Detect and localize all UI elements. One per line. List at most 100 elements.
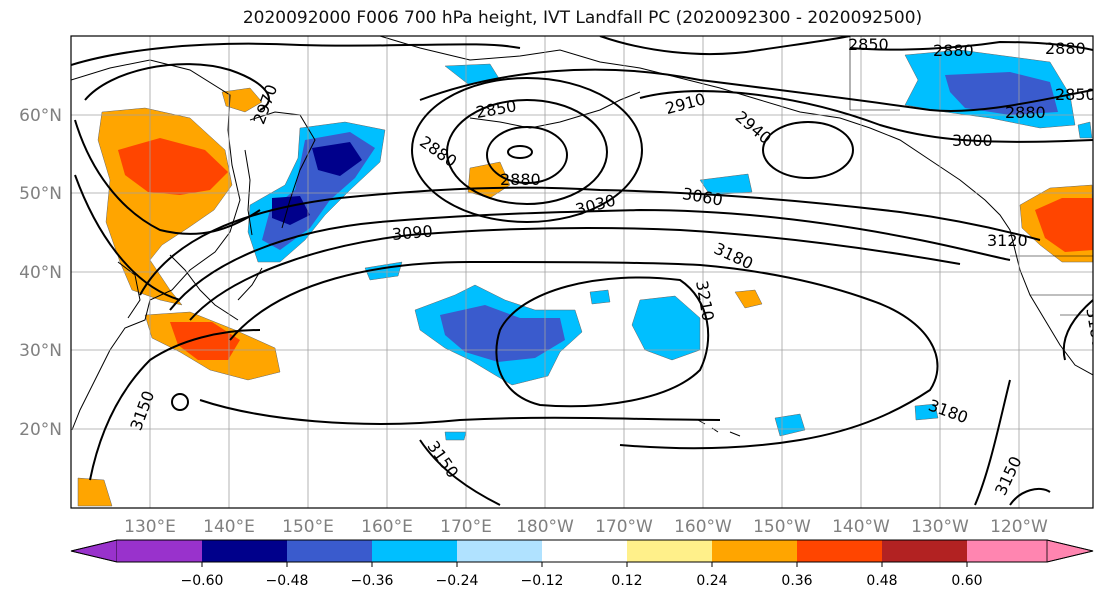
colorbar-outline: [70, 539, 1094, 563]
height-contour: [419, 439, 501, 506]
height-contour: [189, 226, 961, 321]
negative-anomaly-patch: [589, 289, 611, 305]
negative-anomaly-patch: [1077, 121, 1093, 139]
colorbar-tick-label: 0.12: [611, 573, 642, 589]
contour-label: 3030: [573, 190, 617, 219]
contour-label: 2880: [1045, 39, 1086, 58]
contour-label: 2880: [500, 170, 541, 189]
alaska-coastline: [379, 36, 1093, 376]
sakhalin-coastline: [244, 149, 253, 236]
colorbar-segment: [542, 540, 628, 562]
height-contour: [446, 99, 608, 205]
colorbar-segment: [712, 540, 798, 562]
map-area: 2970 2850 2880 2910 2940 2880 2850 2880 …: [71, 35, 1105, 508]
contour-label: 2880: [1005, 103, 1046, 122]
contour-label: 3180: [1082, 306, 1105, 349]
contour-label: 3120: [987, 231, 1028, 250]
colorbar-segment: [372, 540, 458, 562]
colorbar-tick-label: 0.36: [781, 573, 812, 589]
negative-anomaly-patch: [444, 431, 467, 441]
height-contour: [74, 119, 261, 235]
height-contour: [169, 208, 1011, 311]
positive-anomaly-patch: [734, 289, 763, 309]
height-contour: [1009, 487, 1051, 506]
longitude-labels: 130°E 140°E 150°E 160°E 170°E 180°W 170°…: [124, 517, 1048, 537]
negative-anomaly-patch: [914, 403, 939, 421]
height-contour: [84, 63, 270, 111]
lat-label: 20°N: [19, 420, 62, 440]
height-contour: [639, 90, 1093, 143]
colorbar-segment: [202, 540, 288, 562]
lat-label: 30°N: [19, 341, 62, 361]
us-state-borders: [849, 36, 1093, 316]
colorbar-tick-label: −0.24: [436, 573, 479, 589]
gridlines: [71, 36, 1093, 508]
strong-positive-anomaly-patch: [170, 322, 240, 360]
contour-label: 3150: [423, 437, 462, 481]
aleutian-islands: [469, 91, 641, 129]
colorbar-segment: [627, 540, 713, 562]
height-contour: [74, 174, 181, 301]
contour-label: 3000: [952, 131, 993, 150]
height-contour: [974, 379, 1011, 506]
colorbar-tick-label: −0.36: [351, 573, 394, 589]
height-contour: [849, 40, 1093, 51]
contour-label: 2880: [933, 41, 974, 60]
colorbar-max-extension: [1046, 539, 1094, 563]
map-title: 2020092000 F006 700 hPa height, IVT Land…: [242, 8, 923, 28]
height-contour: [229, 260, 939, 450]
lon-label: 140°W: [832, 517, 890, 537]
lon-label: 170°E: [440, 517, 492, 537]
contour-label: 2850: [848, 35, 889, 54]
colorbar-segment: [287, 540, 373, 562]
colorbar-min-extension: [70, 539, 118, 563]
contour-label: 2940: [732, 107, 775, 148]
kamchatka-coastline: [249, 111, 316, 229]
lat-label: 40°N: [19, 263, 62, 283]
ivt-shading: [77, 49, 1093, 507]
negative-anomaly-patch: [699, 173, 753, 196]
contour-label: 2910: [663, 89, 707, 118]
lon-label: 140°E: [203, 517, 255, 537]
height-contour: [199, 399, 721, 425]
colorbar-tick-label: −0.12: [521, 573, 564, 589]
moderate-negative-anomaly-patch: [945, 72, 1058, 115]
contour-label: 2850: [474, 96, 517, 122]
colorbar-tick-label: −0.60: [181, 573, 224, 589]
contour-label: 3180: [926, 395, 971, 427]
height-contour: [507, 145, 533, 159]
colorbar-segment: [967, 540, 1047, 562]
colorbar-segment: [882, 540, 968, 562]
colorbar-tick-label: 0.48: [866, 573, 897, 589]
height-contour: [1062, 299, 1093, 361]
height-contour: [495, 276, 710, 408]
height-contour: [89, 329, 261, 481]
height-contour: [486, 126, 568, 184]
height-contour: [71, 42, 521, 66]
height-contour: [762, 121, 854, 179]
height-contour: [171, 393, 189, 411]
contour-label: 3150: [126, 388, 158, 433]
strong-negative-anomaly-patch: [312, 142, 362, 176]
colorbar-segment: [797, 540, 883, 562]
contour-label: 2850: [1055, 85, 1096, 104]
strong-positive-anomaly-patch: [118, 138, 228, 195]
contour-label: 2970: [249, 82, 281, 127]
positive-anomaly-patch: [97, 107, 233, 306]
map-frame: [70, 35, 1094, 509]
hawaii-islands: [697, 419, 741, 437]
lon-label: 160°W: [674, 517, 732, 537]
positive-anomaly-patch: [221, 87, 263, 113]
lat-label: 60°N: [19, 106, 62, 126]
lon-label: 170°W: [595, 517, 653, 537]
lon-label: 130°W: [911, 517, 969, 537]
height-contours: [71, 36, 1093, 506]
lat-label: 50°N: [19, 184, 62, 204]
negative-anomaly-patch: [774, 413, 806, 437]
lon-label: 120°W: [990, 517, 1048, 537]
latitude-labels: 60°N 50°N 40°N 30°N 20°N: [19, 106, 62, 440]
lon-label: 130°E: [124, 517, 176, 537]
lon-label: 150°E: [282, 517, 334, 537]
colorbar-segment: [457, 540, 543, 562]
height-contour: [419, 68, 1093, 112]
